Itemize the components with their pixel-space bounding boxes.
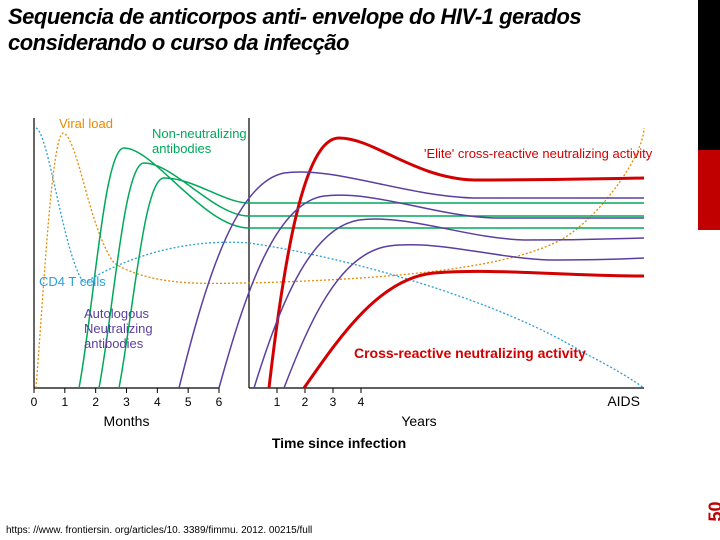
svg-text:antibodies: antibodies — [152, 141, 212, 156]
svg-text:6: 6 — [216, 395, 223, 409]
svg-text:CD4 T cells: CD4 T cells — [39, 274, 106, 289]
svg-text:AIDS: AIDS — [607, 393, 640, 409]
svg-text:Cross-reactive neutralizing ac: Cross-reactive neutralizing activity — [354, 345, 586, 361]
svg-text:Months: Months — [104, 413, 150, 429]
svg-text:antibodies: antibodies — [84, 336, 144, 351]
svg-text:'Elite' cross-reactive neutral: 'Elite' cross-reactive neutralizing acti… — [424, 146, 653, 161]
svg-text:1: 1 — [274, 395, 281, 409]
svg-text:Years: Years — [401, 413, 436, 429]
svg-text:Viral load: Viral load — [59, 116, 113, 131]
svg-text:3: 3 — [330, 395, 337, 409]
svg-text:0: 0 — [31, 395, 38, 409]
page-number: 50 — [705, 501, 720, 521]
svg-text:2: 2 — [92, 395, 99, 409]
source-url: https: //www. frontiersin. org/articles/… — [6, 525, 312, 536]
svg-text:1: 1 — [61, 395, 68, 409]
svg-text:2: 2 — [302, 395, 309, 409]
svg-text:5: 5 — [185, 395, 192, 409]
svg-text:Autologous: Autologous — [84, 306, 150, 321]
chart: 0 1 2 3 4 5 6 Months 1 2 3 4 Years AIDS Time since inf… — [4, 108, 694, 488]
svg-text:4: 4 — [358, 395, 365, 409]
side-accent-red — [698, 150, 720, 230]
side-accent-bar — [698, 0, 720, 540]
side-accent-black — [698, 0, 720, 150]
side-accent-white — [698, 230, 720, 540]
svg-text:Non-neutralizing: Non-neutralizing — [152, 126, 247, 141]
svg-text:Time since infection: Time since infection — [272, 435, 406, 451]
svg-text:4: 4 — [154, 395, 161, 409]
slide-title: Sequencia de anticorpos anti- envelope d… — [0, 0, 720, 57]
svg-text:3: 3 — [123, 395, 130, 409]
svg-text:Neutralizing: Neutralizing — [84, 321, 153, 336]
